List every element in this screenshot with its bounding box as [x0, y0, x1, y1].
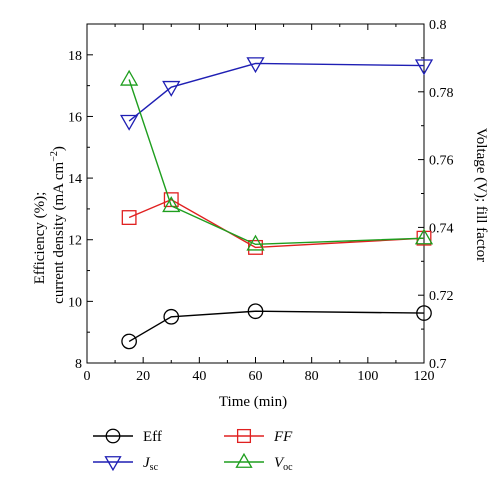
series-line — [128, 310, 425, 343]
legend-marker — [105, 428, 121, 444]
data-point — [246, 234, 265, 251]
legend-label-main: J — [143, 455, 151, 471]
legend-marker — [236, 428, 252, 444]
legend-label: Eff — [143, 429, 162, 445]
left-y-tick-label: 8 — [75, 357, 82, 372]
legend-item: Voc — [224, 452, 293, 473]
left-y-axis-title-close: ) — [51, 146, 67, 151]
left-y-axis-title-line1: Efficiency (%); — [32, 192, 48, 285]
legend-label-subscript: sc — [150, 462, 159, 473]
x-tick-label: 20 — [136, 369, 150, 384]
series-layer — [120, 57, 434, 350]
data-point — [246, 57, 265, 74]
legend-label: Voc — [274, 455, 293, 473]
legend-label-main: V — [274, 455, 285, 471]
data-point — [121, 333, 137, 350]
left-y-axis-title-superscript: −2 — [49, 151, 60, 162]
x-tick-label: 120 — [414, 369, 435, 384]
left-y-tick-label: 12 — [68, 234, 82, 249]
data-point — [120, 69, 139, 86]
data-point — [247, 303, 264, 320]
legend-label-subscript: oc — [283, 462, 293, 473]
series-triangle-up — [120, 69, 434, 251]
data-point — [414, 228, 434, 245]
series-line — [128, 198, 425, 249]
right-y-axis-title: Voltage (V); fill factor — [473, 128, 489, 262]
legend-label: Jsc — [143, 455, 159, 473]
legend-item: FF — [224, 428, 293, 445]
right-y-tick-label: 0.7 — [429, 357, 447, 372]
right-y-tick-label: 0.74 — [429, 221, 454, 236]
series-triangle-down — [120, 57, 434, 131]
left-y-tick-label: 16 — [68, 110, 82, 125]
x-axis: 0 20 40 60 80 100 120 — [84, 24, 435, 384]
x-axis-title: Time (min) — [219, 394, 287, 410]
legend-label: FF — [273, 429, 293, 445]
left-y-tick-label: 14 — [68, 172, 82, 187]
data-point — [163, 308, 180, 325]
x-tick-label: 0 — [84, 369, 91, 384]
data-point — [120, 114, 139, 131]
series-line — [128, 62, 425, 122]
left-y-axis-title-text: current density (mA cm — [51, 161, 67, 303]
right-y-tick-label: 0.8 — [429, 18, 447, 33]
legend-label-main: Eff — [143, 429, 162, 445]
legend: Eff Jsc FF Voc — [93, 428, 293, 473]
x-tick-label: 60 — [249, 369, 263, 384]
right-y-tick-label: 0.78 — [429, 86, 454, 101]
data-point — [121, 210, 137, 225]
legend-marker — [104, 456, 122, 472]
left-y-tick-label: 10 — [68, 295, 82, 310]
legend-label-main: FF — [273, 429, 293, 445]
series-circle — [121, 303, 432, 350]
legend-item: Eff — [93, 428, 162, 445]
right-y-axis: 0.7 0.72 0.74 0.76 0.78 0.8 — [418, 18, 454, 372]
right-y-tick-label: 0.72 — [429, 289, 454, 304]
data-point — [414, 59, 434, 76]
left-y-tick-label: 18 — [68, 49, 82, 64]
data-point — [416, 305, 432, 321]
series-line — [128, 79, 425, 246]
data-point — [162, 80, 181, 97]
x-tick-label: 80 — [305, 369, 319, 384]
data-point — [162, 196, 181, 213]
x-tick-label: 40 — [192, 369, 206, 384]
legend-item: Jsc — [93, 455, 159, 473]
x-tick-label: 100 — [357, 369, 378, 384]
left-y-axis: 8 10 12 14 16 18 — [68, 23, 93, 372]
left-y-axis-title-line2: current density (mA cm−2) — [49, 146, 67, 304]
right-y-tick-label: 0.76 — [429, 154, 454, 169]
legend-marker — [235, 452, 253, 468]
